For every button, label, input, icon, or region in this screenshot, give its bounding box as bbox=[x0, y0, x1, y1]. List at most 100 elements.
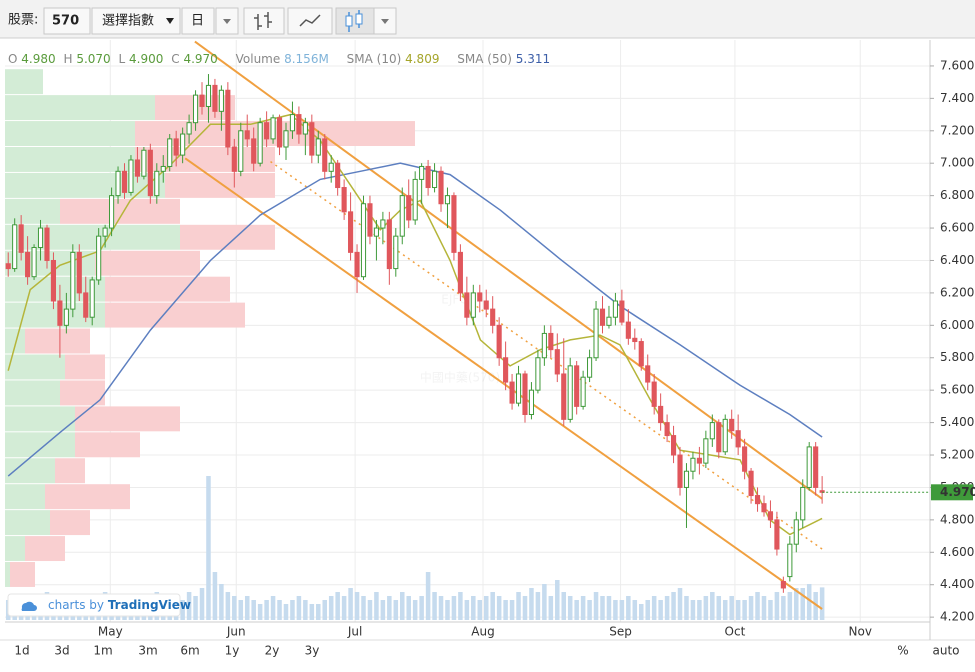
candle-body bbox=[703, 438, 709, 464]
line-style-button[interactable] bbox=[287, 7, 333, 35]
volume-bar bbox=[684, 596, 689, 620]
candle-body bbox=[96, 235, 102, 281]
x-tick-label: May bbox=[98, 625, 123, 639]
legend-label: SMA (50) bbox=[457, 52, 512, 66]
candle-body bbox=[192, 94, 199, 124]
volume-bar bbox=[296, 596, 302, 620]
profile-down bbox=[95, 250, 200, 276]
range-button[interactable]: 3y bbox=[305, 644, 320, 658]
volume-bar bbox=[748, 596, 754, 620]
volume-bar bbox=[787, 592, 793, 620]
candle-body bbox=[348, 211, 354, 253]
candle-body bbox=[748, 470, 754, 497]
range-button[interactable]: 1y bbox=[225, 644, 240, 658]
y-tick-label: 6.800 bbox=[940, 188, 974, 202]
bar-style-button[interactable] bbox=[243, 7, 285, 35]
volume-bar bbox=[387, 596, 392, 620]
last-price-label: 4.970 bbox=[940, 485, 975, 499]
legend-label: SMA (10) bbox=[347, 52, 402, 66]
credit-prefix: charts by bbox=[48, 598, 104, 612]
range-button[interactable]: 3m bbox=[138, 644, 157, 658]
interval-select[interactable] bbox=[181, 7, 215, 35]
credit-brand: TradingView bbox=[108, 598, 191, 612]
dropdown-arrow bbox=[223, 19, 231, 24]
legend-value: 4.900 bbox=[129, 52, 163, 66]
profile-up bbox=[5, 121, 135, 146]
candle-body bbox=[761, 503, 767, 513]
candle-body bbox=[283, 130, 289, 148]
index-select-label[interactable]: 選擇指數 bbox=[102, 13, 154, 29]
stock-input[interactable] bbox=[43, 7, 91, 35]
x-tick-label: Jun bbox=[226, 625, 246, 639]
profile-up bbox=[5, 328, 25, 354]
candle-body bbox=[44, 227, 50, 261]
candle-body bbox=[625, 321, 631, 339]
volume-bar bbox=[419, 596, 424, 620]
candle-body bbox=[154, 170, 160, 197]
candle-style-button[interactable] bbox=[335, 7, 375, 35]
candle-body bbox=[186, 122, 192, 135]
range-button[interactable]: 2y bbox=[265, 644, 280, 658]
candle-body bbox=[619, 300, 625, 323]
candle-body bbox=[431, 170, 438, 189]
volume-bar bbox=[593, 592, 599, 620]
volume-bar bbox=[697, 600, 702, 620]
credit-badge[interactable] bbox=[7, 593, 181, 617]
interval-label[interactable]: 日 bbox=[191, 14, 204, 29]
range-button[interactable]: 1d bbox=[14, 644, 29, 658]
candle-body bbox=[37, 227, 44, 249]
volume-bar bbox=[451, 596, 457, 620]
profile-down bbox=[45, 484, 130, 510]
line-icon bbox=[299, 14, 321, 27]
candle-body bbox=[683, 470, 690, 488]
profile-up bbox=[5, 146, 135, 172]
candle-body bbox=[218, 89, 224, 112]
candle-body bbox=[109, 195, 115, 229]
volume-bar bbox=[458, 592, 463, 620]
volume-bar bbox=[438, 596, 444, 620]
candle-body bbox=[716, 422, 722, 453]
candle-body bbox=[257, 122, 263, 164]
candle-body bbox=[580, 376, 586, 407]
candle-body bbox=[251, 138, 257, 164]
candle-body bbox=[360, 203, 367, 278]
volume-bar bbox=[735, 600, 741, 620]
candle-body bbox=[774, 519, 780, 550]
candle-body bbox=[167, 138, 173, 167]
candle-body bbox=[729, 418, 735, 432]
legend-value: 5.311 bbox=[516, 52, 550, 66]
volume-bar bbox=[393, 600, 399, 620]
range-button[interactable]: 3d bbox=[54, 644, 69, 658]
range-button[interactable]: 6m bbox=[180, 644, 199, 658]
dropdown-arrow bbox=[381, 19, 389, 24]
volume-bar bbox=[690, 600, 696, 620]
volume-bar bbox=[264, 600, 269, 620]
range-button[interactable]: 1m bbox=[93, 644, 112, 658]
index-select[interactable] bbox=[91, 7, 181, 35]
stock-code[interactable]: 570 bbox=[52, 14, 79, 29]
profile-up bbox=[5, 224, 180, 250]
volume-bar bbox=[309, 604, 315, 620]
profile-down bbox=[25, 536, 65, 562]
profile-up bbox=[5, 198, 60, 224]
candle-body bbox=[651, 381, 657, 407]
volume-bar bbox=[651, 596, 657, 620]
profile-up bbox=[5, 69, 43, 95]
candle-body bbox=[367, 203, 373, 237]
dropdown-arrow bbox=[166, 18, 174, 24]
credit-text[interactable]: charts by TradingView bbox=[48, 598, 191, 612]
candle-body bbox=[780, 580, 786, 589]
volume-bar bbox=[516, 592, 521, 620]
profile-down bbox=[105, 276, 230, 302]
volume-bar bbox=[206, 476, 211, 620]
percent-toggle[interactable]: % bbox=[897, 644, 908, 658]
candle-body bbox=[121, 170, 128, 193]
ohlc-legend: O 4.980 H 5.070 L 4.900 C 4.970 Volume 8… bbox=[8, 52, 550, 66]
candle-body bbox=[593, 308, 599, 359]
auto-toggle[interactable]: auto bbox=[932, 644, 959, 658]
candle-body bbox=[425, 165, 431, 189]
profile-up bbox=[5, 172, 165, 198]
y-tick-label: 6.200 bbox=[940, 285, 974, 299]
candle-body bbox=[18, 224, 24, 253]
candle-body bbox=[793, 519, 799, 545]
